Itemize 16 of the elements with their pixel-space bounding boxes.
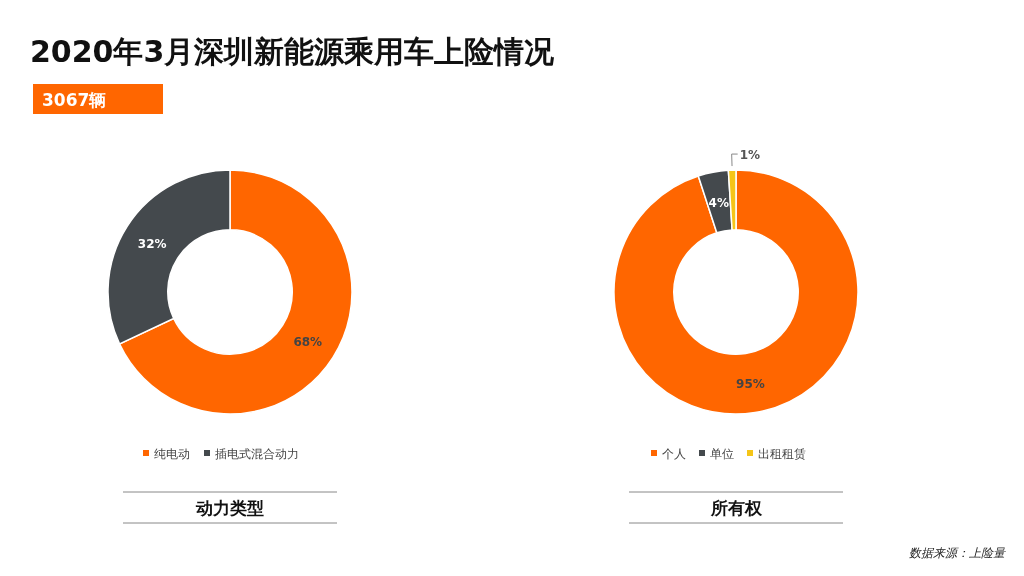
legend-label: 单位	[710, 447, 734, 461]
text: 动力类型	[195, 498, 264, 518]
chart-subtitle: 3067辆	[42, 90, 107, 110]
chart-title: 2020年3月深圳新能源乘用车上险情况	[30, 34, 556, 69]
data-label: 68%	[293, 335, 323, 350]
source-note: 数据来源：上险量	[909, 546, 1006, 560]
text: 所有权	[709, 498, 763, 518]
legend-label: 出租租赁	[758, 447, 806, 461]
data-label: 95%	[736, 376, 765, 391]
legend-label: 纯电动	[154, 447, 190, 461]
donut-slice	[613, 169, 859, 415]
legend-label: 插电式混合动力	[215, 447, 299, 461]
data-label: 32%	[137, 236, 167, 251]
data-label: 4%	[708, 195, 729, 210]
data-label: 1%	[739, 148, 761, 163]
legend-label: 个人	[662, 447, 686, 461]
